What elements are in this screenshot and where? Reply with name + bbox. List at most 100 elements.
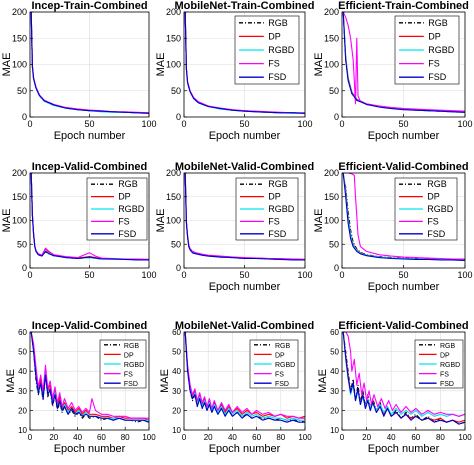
panel-9: 0 20 40 60 80 100102030405060Efficient-Valid-… — [317, 320, 472, 455]
legend-label-rgb: RGB — [124, 343, 140, 350]
y-axis-label: MAE — [1, 53, 13, 77]
panel-title: Incep-Valid-Combined — [32, 320, 148, 332]
legend-label-fsd: FSD — [118, 229, 137, 239]
y-tick-label: 50 — [172, 348, 181, 357]
legend-label-fs: FS — [440, 372, 449, 379]
y-tick-label: 50 — [17, 239, 27, 249]
legend-label-dp: DP — [124, 352, 134, 359]
legend-label-rgb: RGB — [268, 179, 288, 189]
x-tick-label: 100 — [458, 433, 472, 442]
x-tick-label: 100 — [297, 270, 312, 280]
series-line-fs — [184, 332, 305, 419]
x-axis-label: Epoch number — [368, 443, 440, 455]
x-tick-label: 50 — [398, 119, 408, 129]
y-tick-label: 50 — [171, 239, 181, 249]
y-tick-label: 150 — [12, 33, 27, 43]
legend-label-fs: FS — [275, 372, 284, 379]
panel-title: MobileNet-Valid-Combined — [175, 161, 314, 173]
x-axis-label: Epoch number — [368, 281, 440, 293]
legend: RGB DP RGBD FS FSD — [394, 15, 460, 85]
x-tick-label: 0 — [28, 433, 33, 442]
y-tick-label: 200 — [12, 168, 27, 178]
series-line-fs — [343, 332, 465, 417]
series-line-fsd — [30, 173, 149, 261]
y-tick-label: 30 — [330, 387, 339, 396]
series-line-fsd — [184, 332, 305, 423]
x-tick-label: 50 — [84, 270, 94, 280]
panel-7: 0 20 40 60 80 100 10 20 30 40 50 60 Incep-Valid-Comb… — [5, 320, 156, 455]
x-tick-label: 40 — [387, 433, 396, 442]
y-axis-label: MAE — [313, 209, 325, 233]
x-tick-label: 0 — [340, 433, 345, 442]
y-tick-label: 10 — [330, 426, 339, 435]
panel-4: 0 50 100 0 50 100 150 200 Incep-Valid-Combined MA… — [1, 161, 157, 280]
y-tick-label: 150 — [166, 33, 181, 43]
x-tick-label: 40 — [228, 433, 237, 442]
x-tick-label: 80 — [121, 433, 130, 442]
panel-2: 0 50 100 0 50 100 150 200MobileNet-Train-Combin… — [155, 0, 314, 142]
y-tick-label: 100 — [166, 216, 181, 226]
legend: RGB DP RGBD FS FSD — [234, 15, 300, 85]
y-tick-label: 30 — [18, 387, 27, 396]
legend-label-dp: DP — [275, 352, 285, 359]
x-tick-label: 60 — [252, 433, 261, 442]
legend-label-dp: DP — [440, 352, 450, 359]
x-axis-label: Epoch number — [209, 443, 281, 455]
axes-frame — [29, 331, 150, 431]
x-tick-label: 80 — [436, 433, 445, 442]
y-tick-label: 200 — [166, 7, 181, 17]
y-tick-label: 100 — [324, 216, 339, 226]
y-axis-label: MAE — [317, 369, 329, 393]
y-tick-label: 0 — [22, 112, 27, 122]
x-tick-label: 80 — [276, 433, 285, 442]
series-line-fsd — [30, 12, 149, 114]
x-tick-label: 100 — [141, 270, 156, 280]
y-tick-label: 200 — [166, 168, 181, 178]
y-tick-label: 150 — [324, 33, 339, 43]
legend-label-rgb: RGB — [275, 343, 291, 350]
x-tick-label: 0 — [181, 119, 186, 129]
y-tick-label: 0 — [334, 263, 339, 273]
series-line-fs — [343, 173, 465, 260]
legend-label-fs: FS — [124, 372, 133, 379]
legend-label-dp: DP — [428, 31, 441, 41]
axes-frame — [341, 331, 466, 431]
legend-label-fs: FS — [118, 216, 130, 226]
legend-label-fs: FS — [427, 216, 439, 226]
series-line-fsd — [184, 173, 305, 261]
y-tick-label: 50 — [171, 86, 181, 96]
y-tick-label: 10 — [18, 426, 27, 435]
legend-label-dp: DP — [118, 192, 131, 202]
legend-label-rgbd: RGBD — [268, 204, 295, 214]
legend-label-rgb: RGB — [428, 18, 448, 28]
y-tick-label: 10 — [172, 426, 181, 435]
y-axis-label: MAE — [159, 369, 171, 393]
legend-label-rgbd: RGBD — [440, 362, 460, 369]
panel-title: MobileNet-Train-Combined — [175, 0, 315, 12]
series-line-fs — [30, 332, 149, 419]
y-tick-label: 100 — [12, 60, 27, 70]
legend-label-fsd: FSD — [428, 72, 447, 82]
x-tick-label: 20 — [49, 433, 58, 442]
y-tick-label: 30 — [172, 387, 181, 396]
x-axis-label: Epoch number — [209, 130, 281, 142]
x-tick-label: 0 — [27, 270, 32, 280]
legend-label-rgbd: RGBD — [427, 204, 454, 214]
x-tick-label: 100 — [298, 433, 312, 442]
y-tick-label: 200 — [324, 168, 339, 178]
legend-label-rgbd: RGBD — [275, 362, 295, 369]
y-tick-label: 0 — [22, 263, 27, 273]
legend-label-fs: FS — [268, 216, 280, 226]
legend-label-dp: DP — [268, 31, 281, 41]
y-axis-label: MAE — [155, 209, 167, 233]
x-tick-label: 100 — [457, 119, 472, 129]
legend-label-fsd: FSD — [427, 229, 446, 239]
legend-label-rgb: RGB — [268, 18, 288, 28]
panel-1: 0 50 100 0 50 100 150 200 Incep-Train-Combined Ep… — [1, 0, 157, 142]
x-tick-label: 100 — [141, 119, 156, 129]
x-tick-label: 0 — [27, 119, 32, 129]
x-axis-label: Epoch number — [54, 443, 126, 455]
y-tick-label: 50 — [329, 239, 339, 249]
y-tick-label: 60 — [18, 328, 27, 337]
x-tick-label: 20 — [362, 433, 371, 442]
